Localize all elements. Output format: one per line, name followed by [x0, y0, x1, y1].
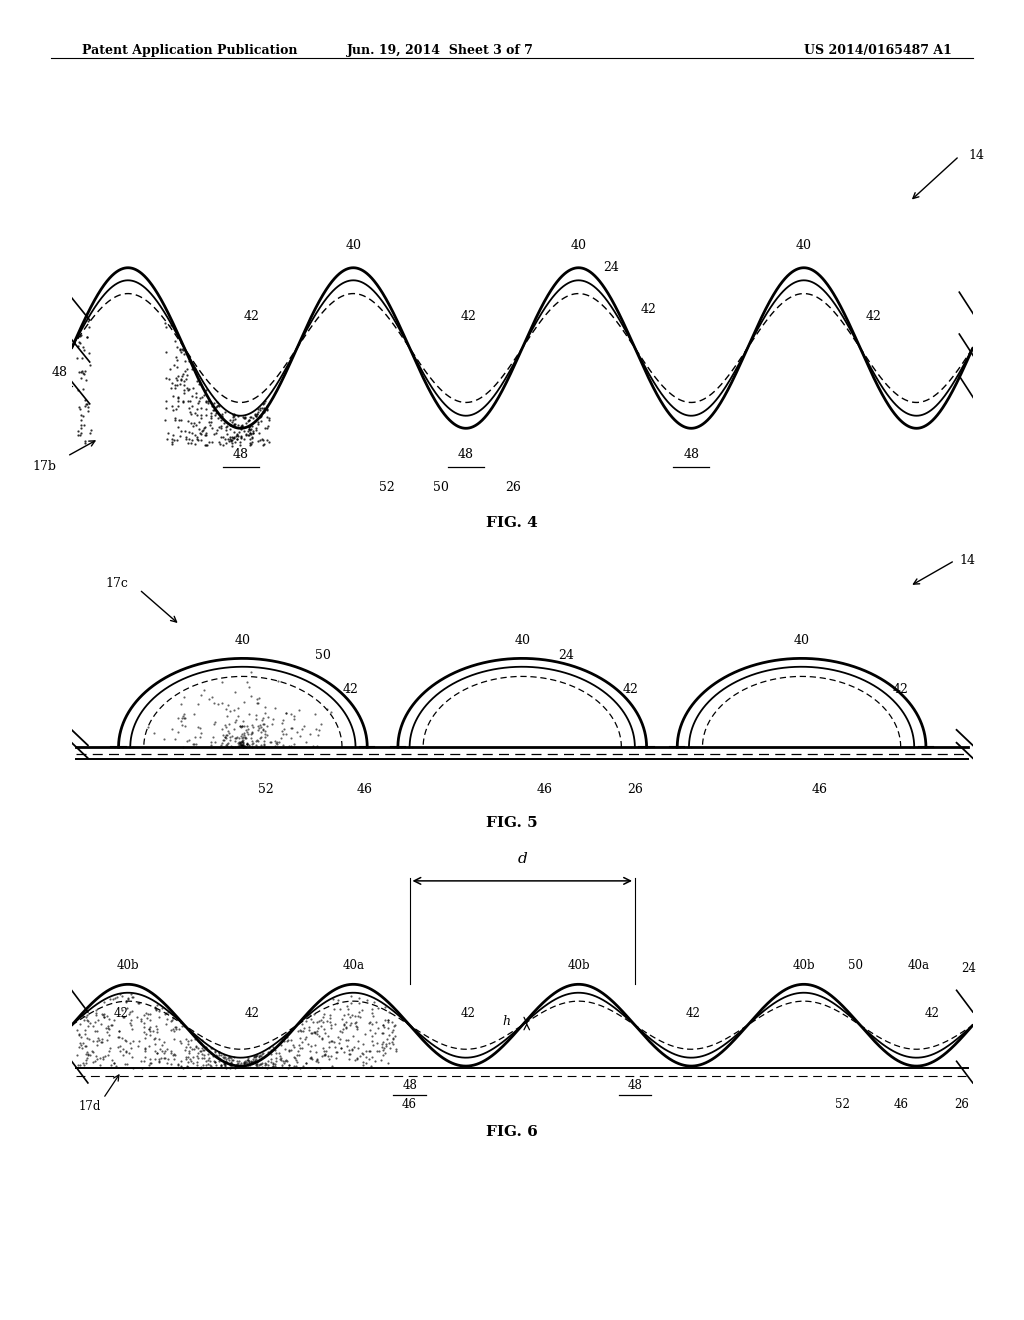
Text: 42: 42	[114, 1007, 129, 1019]
Text: 52: 52	[258, 783, 273, 796]
Text: 40a: 40a	[342, 960, 365, 973]
Text: 42: 42	[893, 682, 908, 696]
Text: 40: 40	[796, 239, 812, 252]
Text: 48: 48	[51, 366, 68, 379]
Text: 40: 40	[570, 239, 587, 252]
Text: 42: 42	[686, 1007, 700, 1019]
Text: h: h	[503, 1015, 511, 1028]
Text: 26: 26	[505, 480, 521, 494]
Text: 42: 42	[460, 310, 476, 323]
Text: 40a: 40a	[907, 960, 930, 973]
Text: FIG. 5: FIG. 5	[486, 816, 538, 830]
Text: Jun. 19, 2014  Sheet 3 of 7: Jun. 19, 2014 Sheet 3 of 7	[347, 44, 534, 57]
Text: 42: 42	[623, 682, 638, 696]
Text: 17b: 17b	[33, 459, 56, 473]
Text: 40b: 40b	[117, 960, 139, 973]
Text: 17c: 17c	[105, 577, 128, 590]
Text: 48: 48	[232, 449, 249, 461]
Text: 24: 24	[603, 261, 620, 275]
Text: 48: 48	[628, 1078, 642, 1092]
Text: 14: 14	[959, 554, 975, 568]
Text: 48: 48	[683, 449, 699, 461]
Text: 42: 42	[865, 310, 882, 323]
Text: 52: 52	[379, 480, 395, 494]
Text: 46: 46	[812, 783, 827, 796]
Text: 14: 14	[969, 149, 984, 162]
Text: 26: 26	[627, 783, 643, 796]
Text: 26: 26	[954, 1098, 970, 1111]
Text: 24: 24	[558, 648, 574, 661]
Text: 42: 42	[640, 304, 656, 315]
Text: 40: 40	[794, 634, 810, 647]
Text: FIG. 4: FIG. 4	[486, 516, 538, 531]
Text: 17d: 17d	[79, 1100, 101, 1113]
Text: d: d	[517, 851, 527, 866]
Text: 40b: 40b	[567, 960, 590, 973]
Text: 50: 50	[433, 480, 450, 494]
Text: 42: 42	[925, 1007, 940, 1019]
Text: 52: 52	[835, 1098, 850, 1111]
Text: 46: 46	[356, 783, 373, 796]
Text: 46: 46	[402, 1098, 417, 1111]
Text: 48: 48	[458, 449, 474, 461]
Text: 40b: 40b	[793, 960, 815, 973]
Text: 40: 40	[234, 634, 251, 647]
Text: 42: 42	[461, 1007, 475, 1019]
Text: Patent Application Publication: Patent Application Publication	[82, 44, 297, 57]
Text: 42: 42	[244, 310, 260, 323]
Text: 46: 46	[537, 783, 553, 796]
Text: 40: 40	[514, 634, 530, 647]
Text: US 2014/0165487 A1: US 2014/0165487 A1	[805, 44, 952, 57]
Text: 50: 50	[315, 648, 331, 661]
Text: FIG. 6: FIG. 6	[486, 1125, 538, 1139]
Text: 40: 40	[345, 239, 361, 252]
Text: 48: 48	[402, 1078, 417, 1092]
Text: 46: 46	[893, 1098, 908, 1111]
Text: 50: 50	[848, 960, 863, 973]
Text: 42: 42	[343, 682, 359, 696]
Text: 24: 24	[961, 962, 976, 975]
Text: 42: 42	[245, 1007, 259, 1019]
